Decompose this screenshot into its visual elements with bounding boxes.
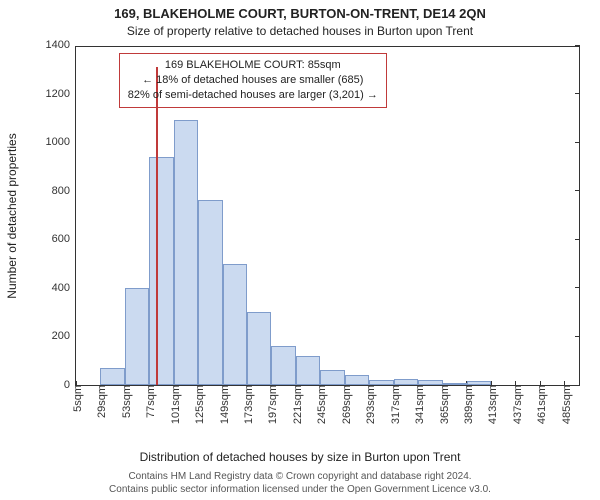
y-tick-label: 200	[52, 330, 76, 342]
y-tick-mark	[575, 142, 580, 143]
histogram-bar	[198, 200, 222, 385]
x-tick-label: 101sqm	[166, 385, 182, 424]
y-tick-label: 1000	[46, 136, 76, 148]
subject-marker-line	[156, 67, 158, 385]
plot-area: 02004006008001000120014005sqm29sqm53sqm7…	[75, 46, 580, 386]
annotation-line: 169 BLAKEHOLME COURT: 85sqm	[128, 58, 378, 73]
histogram-bar	[223, 264, 247, 385]
histogram-bar	[467, 381, 491, 385]
chart-subtitle: Size of property relative to detached ho…	[0, 24, 600, 38]
x-tick-label: 149sqm	[215, 385, 231, 424]
y-tick-label: 1200	[46, 88, 76, 100]
chart-container: 169, BLAKEHOLME COURT, BURTON-ON-TRENT, …	[0, 0, 600, 500]
credit-line-2: Contains public sector information licen…	[0, 484, 600, 497]
x-tick-label: 53sqm	[117, 385, 133, 418]
x-tick-label: 173sqm	[239, 385, 255, 424]
x-tick-label: 5sqm	[68, 385, 84, 412]
x-tick-label: 245sqm	[312, 385, 328, 424]
y-tick-mark	[575, 45, 580, 46]
chart-title: 169, BLAKEHOLME COURT, BURTON-ON-TRENT, …	[0, 6, 600, 21]
x-tick-label: 461sqm	[532, 385, 548, 424]
annotation-box: 169 BLAKEHOLME COURT: 85sqm← 18% of deta…	[119, 53, 387, 108]
x-axis-label: Distribution of detached houses by size …	[0, 450, 600, 464]
histogram-bar	[320, 370, 344, 385]
histogram-bar	[345, 375, 369, 385]
x-tick-label: 221sqm	[288, 385, 304, 424]
histogram-bar	[369, 380, 393, 385]
y-tick-mark	[575, 336, 580, 337]
histogram-bar	[125, 288, 149, 385]
x-tick-label: 125sqm	[190, 385, 206, 424]
x-tick-label: 437sqm	[508, 385, 524, 424]
histogram-bar	[100, 368, 124, 385]
histogram-bar	[149, 157, 173, 385]
x-tick-label: 29sqm	[92, 385, 108, 418]
histogram-bar	[174, 120, 198, 385]
x-tick-label: 77sqm	[141, 385, 157, 418]
histogram-bar	[271, 346, 295, 385]
y-tick-mark	[575, 287, 580, 288]
x-tick-label: 293sqm	[361, 385, 377, 424]
y-axis-label: Number of detached properties	[5, 133, 19, 298]
credits-block: Contains HM Land Registry data © Crown c…	[0, 471, 600, 496]
x-tick-label: 269sqm	[337, 385, 353, 424]
x-tick-label: 389sqm	[459, 385, 475, 424]
annotation-line: 82% of semi-detached houses are larger (…	[128, 88, 378, 103]
annotation-line: ← 18% of detached houses are smaller (68…	[128, 73, 378, 88]
x-tick-label: 365sqm	[435, 385, 451, 424]
histogram-bar	[443, 383, 467, 385]
y-tick-mark	[575, 385, 580, 386]
histogram-bar	[247, 312, 271, 385]
y-tick-mark	[575, 239, 580, 240]
y-tick-label: 600	[52, 233, 76, 245]
x-tick-label: 197sqm	[263, 385, 279, 424]
y-tick-mark	[575, 190, 580, 191]
x-tick-label: 485sqm	[557, 385, 573, 424]
x-tick-label: 341sqm	[410, 385, 426, 424]
x-tick-label: 317sqm	[386, 385, 402, 424]
histogram-bar	[394, 379, 418, 385]
histogram-bar	[296, 356, 320, 385]
y-tick-label: 1400	[46, 39, 76, 51]
x-tick-label: 413sqm	[483, 385, 499, 424]
y-tick-label: 800	[52, 185, 76, 197]
y-tick-mark	[575, 93, 580, 94]
y-tick-label: 400	[52, 282, 76, 294]
histogram-bar	[418, 380, 442, 385]
credit-line-1: Contains HM Land Registry data © Crown c…	[0, 471, 600, 484]
